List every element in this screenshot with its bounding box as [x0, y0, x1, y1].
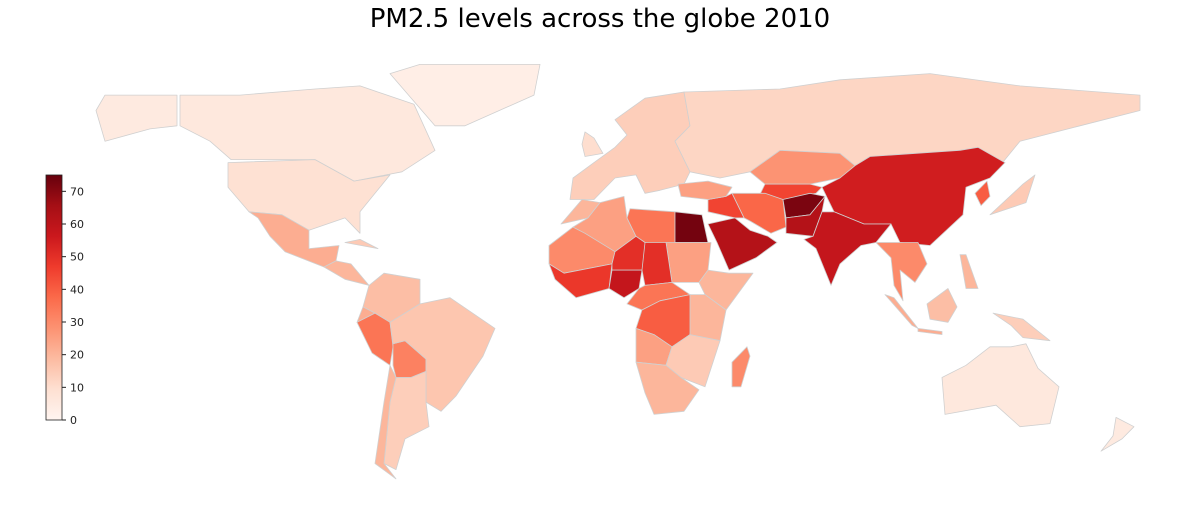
region-chile [374, 364, 397, 480]
region-australia [941, 343, 1060, 428]
region-peru [356, 312, 394, 366]
chart-title: PM2.5 levels across the globe 2010 [369, 4, 831, 34]
region-uk [581, 131, 604, 157]
region-madagascar [731, 346, 751, 388]
region-borneo [926, 288, 958, 323]
region-nigeria [608, 269, 643, 299]
colorbar-gradient [45, 174, 63, 421]
colorbar-tick-label: 20 [70, 349, 84, 362]
region-southern-africa [635, 361, 700, 415]
region-india [803, 211, 892, 286]
region-greenland [389, 64, 541, 127]
region-central-america [323, 260, 370, 286]
region-alaska [95, 94, 178, 142]
region-brazil [389, 297, 496, 412]
region-egypt [674, 211, 709, 243]
colorbar-tick-label: 70 [70, 185, 84, 198]
region-sumatra [884, 294, 919, 329]
countries-layer [95, 64, 1141, 480]
region-new-zealand [1100, 416, 1135, 452]
region-new-guinea [992, 312, 1051, 342]
region-korea [974, 180, 991, 207]
colorbar-tick-label: 30 [70, 316, 84, 329]
region-iran [731, 192, 787, 234]
region-chad [641, 242, 673, 286]
colorbar-tick-label: 40 [70, 283, 84, 296]
region-philippines [959, 254, 979, 289]
region-japan [989, 174, 1036, 216]
region-canada [179, 85, 436, 182]
colorbar-tick-label: 60 [70, 218, 84, 231]
colorbar-tick-label: 10 [70, 381, 84, 394]
region-southeast-asia [875, 242, 928, 302]
colorbar: 0 10 20 30 40 50 60 70 [45, 174, 84, 427]
region-saudi-arabia [707, 217, 778, 271]
region-java [917, 327, 943, 336]
region-turkey [677, 180, 733, 200]
region-cuba [344, 238, 379, 250]
colorbar-tick-label: 50 [70, 251, 84, 264]
colorbar-tick-label: 0 [70, 414, 77, 427]
